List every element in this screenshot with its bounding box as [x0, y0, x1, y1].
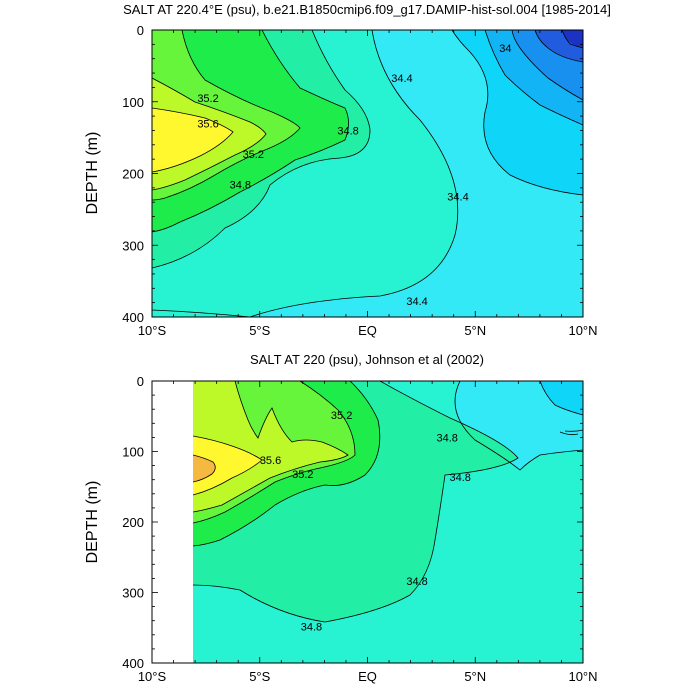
contour-label: 35.2: [331, 410, 352, 422]
y-tick-label: 0: [137, 23, 144, 38]
contour-label: 35.2: [292, 469, 313, 481]
y-tick-label: 400: [122, 656, 144, 671]
contour-label: 34.8: [230, 179, 251, 191]
y-tick-label: 300: [122, 586, 144, 601]
x-tick-label: 5°S: [249, 669, 270, 684]
x-tick-label: 5°S: [249, 323, 270, 338]
contour-label: 34.8: [301, 621, 322, 633]
bottom-panel-contour-labels: 35.2 35.6 35.2 34.8 34.8 34.8 34.8: [260, 410, 471, 634]
x-tick-label: EQ: [358, 323, 377, 338]
x-tick-label: 10°N: [568, 323, 597, 338]
contour-label: 35.6: [197, 118, 218, 130]
x-tick-label: EQ: [358, 669, 377, 684]
bottom-panel-axes: 10°S 5°S EQ 5°N 10°N 0 100 200 300 400: [122, 374, 597, 684]
y-tick-label: 100: [122, 95, 144, 110]
contour-label: 34.8: [437, 432, 458, 444]
top-panel-contour-fill: [152, 30, 583, 317]
y-tick-label: 400: [122, 310, 144, 325]
x-tick-label: 10°S: [138, 323, 167, 338]
contour-label: 34.8: [449, 472, 470, 484]
contour-label: 34.4: [391, 73, 412, 85]
top-panel-axes: 10°S 5°S EQ 5°N 10°N 0 100 200 300 400: [122, 23, 597, 338]
x-tick-label: 10°S: [138, 669, 167, 684]
y-tick-label: 200: [122, 167, 144, 182]
bottom-panel-contour-lines: [193, 381, 583, 623]
bottom-panel: SALT AT 220 (psu), Johnson et al (2002): [84, 352, 598, 684]
y-tick-label: 200: [122, 515, 144, 530]
top-panel-title: SALT AT 220.4°E (psu), b.e21.B1850cmip6.…: [123, 2, 611, 17]
contour-label: 35.2: [197, 93, 218, 105]
top-panel-contour-labels: 35.2 35.6 35.2 34.8 34.8 34.4 34.4 34.4 34: [197, 43, 511, 308]
x-tick-label: 5°N: [464, 323, 486, 338]
x-tick-label: 10°N: [568, 669, 597, 684]
y-tick-label: 100: [122, 445, 144, 460]
contour-label: 35.6: [260, 455, 281, 467]
y-tick-label: 0: [137, 374, 144, 389]
bottom-panel-y-axis-label: DEPTH (m): [84, 481, 101, 564]
contour-label: 34.8: [337, 125, 358, 137]
top-panel-contour-lines: [152, 30, 583, 317]
top-panel-y-axis-label: DEPTH (m): [84, 132, 101, 215]
contour-label: 34: [499, 43, 511, 55]
bottom-panel-title: SALT AT 220 (psu), Johnson et al (2002): [250, 352, 484, 367]
top-panel: SALT AT 220.4°E (psu), b.e21.B1850cmip6.…: [84, 2, 611, 338]
y-tick-label: 300: [122, 238, 144, 253]
contour-label: 34.4: [447, 191, 468, 203]
bottom-panel-contour-fill: [193, 381, 583, 663]
contour-label: 35.2: [243, 149, 264, 161]
contour-label: 34.8: [406, 576, 427, 588]
x-tick-label: 5°N: [464, 669, 486, 684]
contour-label: 34.4: [406, 296, 427, 308]
